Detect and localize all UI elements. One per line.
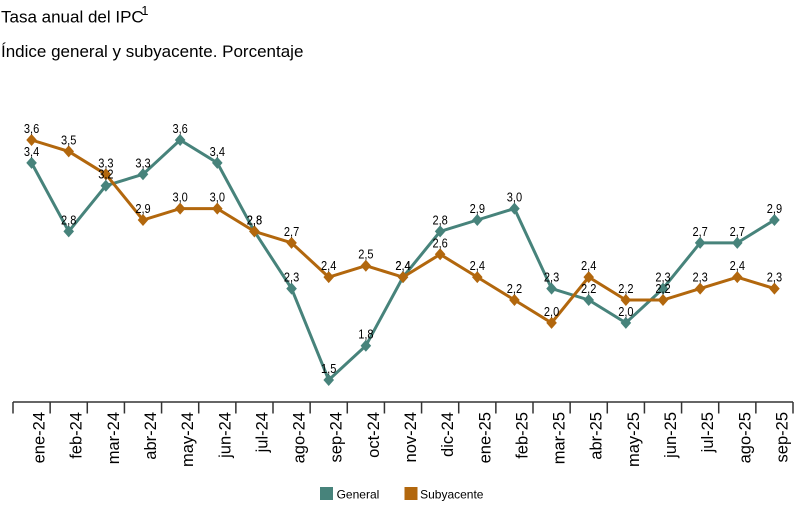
svg-text:2,3: 2,3 <box>767 270 783 285</box>
svg-text:1,8: 1,8 <box>358 327 374 342</box>
svg-text:2,4: 2,4 <box>470 258 486 273</box>
svg-text:jul-25: jul-25 <box>699 412 717 453</box>
svg-text:2,2: 2,2 <box>655 281 671 296</box>
svg-text:2,2: 2,2 <box>618 281 634 296</box>
svg-text:Índice general y subyacente. P: Índice general y subyacente. Porcentaje <box>1 42 303 61</box>
svg-text:3,3: 3,3 <box>98 155 114 170</box>
svg-text:2,7: 2,7 <box>730 224 746 239</box>
svg-text:2,8: 2,8 <box>61 213 77 228</box>
svg-text:3,2: 3,2 <box>98 167 114 182</box>
svg-text:feb-24: feb-24 <box>68 412 86 459</box>
svg-text:3,3: 3,3 <box>135 155 151 170</box>
svg-text:2,3: 2,3 <box>692 270 708 285</box>
svg-text:jul-24: jul-24 <box>253 412 271 453</box>
svg-text:3,6: 3,6 <box>172 121 188 136</box>
svg-text:3,5: 3,5 <box>61 133 77 148</box>
svg-text:2,5: 2,5 <box>358 247 374 262</box>
svg-text:2,3: 2,3 <box>655 270 671 285</box>
svg-text:nov-24: nov-24 <box>402 412 420 462</box>
svg-text:3,0: 3,0 <box>507 190 523 205</box>
svg-text:dic-24: dic-24 <box>439 412 457 457</box>
svg-text:Subyacente: Subyacente <box>420 488 484 502</box>
svg-text:mar-25: mar-25 <box>551 412 569 464</box>
svg-text:2,7: 2,7 <box>284 224 300 239</box>
svg-text:2,6: 2,6 <box>432 235 448 250</box>
svg-text:mar-24: mar-24 <box>105 412 123 464</box>
svg-text:ene-24: ene-24 <box>31 412 49 463</box>
svg-text:2,4: 2,4 <box>581 258 597 273</box>
svg-text:1: 1 <box>141 3 148 18</box>
svg-text:2,7: 2,7 <box>692 224 708 239</box>
svg-text:1,5: 1,5 <box>321 361 337 376</box>
svg-text:sep-25: sep-25 <box>773 412 791 462</box>
svg-text:feb-25: feb-25 <box>513 412 531 459</box>
svg-text:2,9: 2,9 <box>470 201 486 216</box>
svg-text:3,0: 3,0 <box>172 190 188 205</box>
svg-text:3,0: 3,0 <box>210 190 226 205</box>
svg-text:General: General <box>337 488 380 502</box>
svg-text:oct-24: oct-24 <box>365 412 383 458</box>
svg-text:2,2: 2,2 <box>581 281 597 296</box>
svg-text:jun-25: jun-25 <box>662 412 680 459</box>
svg-text:abr-25: abr-25 <box>588 412 606 460</box>
svg-text:ene-25: ene-25 <box>476 412 494 463</box>
svg-text:ago-24: ago-24 <box>291 412 309 463</box>
svg-text:2,3: 2,3 <box>544 270 560 285</box>
svg-text:Tasa anual del IPC: Tasa anual del IPC <box>1 8 144 27</box>
svg-text:3,4: 3,4 <box>24 144 40 159</box>
svg-text:3,6: 3,6 <box>24 121 40 136</box>
svg-text:2,3: 2,3 <box>284 270 300 285</box>
svg-text:3,4: 3,4 <box>210 144 226 159</box>
svg-text:jun-24: jun-24 <box>216 412 234 459</box>
svg-text:sep-24: sep-24 <box>328 412 346 462</box>
svg-text:2,4: 2,4 <box>395 258 411 273</box>
svg-text:2,0: 2,0 <box>618 304 634 319</box>
svg-text:may-24: may-24 <box>179 412 197 467</box>
svg-text:2,8: 2,8 <box>247 213 263 228</box>
svg-text:2,8: 2,8 <box>432 213 448 228</box>
svg-text:2,2: 2,2 <box>507 281 523 296</box>
svg-text:abr-24: abr-24 <box>142 412 160 460</box>
svg-text:2,4: 2,4 <box>730 258 746 273</box>
svg-text:2,0: 2,0 <box>544 304 560 319</box>
svg-text:ago-25: ago-25 <box>736 412 754 463</box>
svg-text:2,9: 2,9 <box>135 201 151 216</box>
svg-text:2,8: 2,8 <box>247 213 263 228</box>
svg-text:2,4: 2,4 <box>321 258 337 273</box>
svg-text:2,9: 2,9 <box>767 201 783 216</box>
svg-text:2,4: 2,4 <box>395 258 411 273</box>
svg-text:may-25: may-25 <box>625 412 643 467</box>
